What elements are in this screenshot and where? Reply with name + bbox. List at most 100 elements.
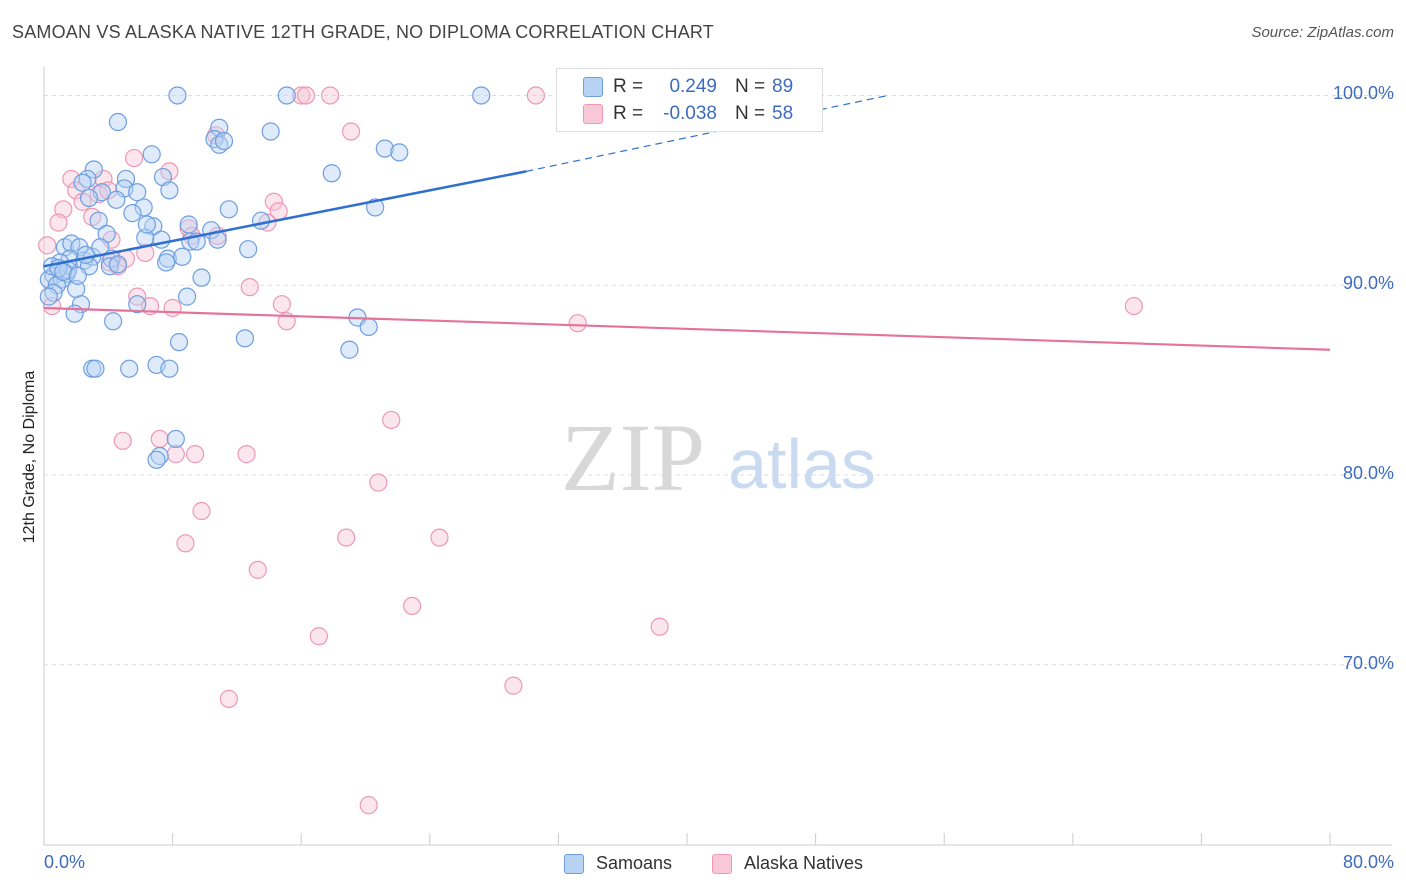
watermark: ZIP atlas bbox=[561, 404, 876, 511]
alaska-natives-point bbox=[150, 429, 169, 449]
alaska-natives-point bbox=[166, 445, 185, 464]
samoans-point bbox=[168, 86, 187, 105]
alaska-natives-point bbox=[359, 796, 378, 815]
alaska-natives-point bbox=[49, 213, 68, 232]
samoans-point bbox=[179, 215, 198, 234]
alaska-natives-point bbox=[136, 243, 155, 263]
alaska-natives-point bbox=[568, 314, 587, 333]
samoans-point bbox=[123, 204, 142, 223]
alaska-natives-point bbox=[219, 689, 238, 708]
samoans-point bbox=[89, 211, 108, 230]
samoans-point bbox=[219, 200, 238, 219]
legend: Samoans Alaska Natives bbox=[0, 851, 1406, 877]
alaska-natives-point bbox=[309, 627, 328, 646]
axes bbox=[43, 67, 1392, 846]
samoans-point bbox=[277, 86, 296, 105]
alaska-natives-point bbox=[124, 148, 144, 168]
alaska-natives-point bbox=[62, 169, 81, 189]
alaska-natives-point bbox=[430, 528, 449, 547]
samoans-point bbox=[120, 359, 139, 378]
samoans-point bbox=[166, 429, 185, 449]
alaska-natives-point bbox=[403, 596, 422, 616]
samoans-point bbox=[79, 188, 99, 208]
alaska-natives-point bbox=[1124, 296, 1143, 316]
samoans-point bbox=[68, 266, 87, 285]
alaska-natives-point bbox=[382, 410, 401, 430]
stats-box: R = 0.249 N = 89 R = -0.038 N = 58 bbox=[556, 68, 823, 132]
samoans-point bbox=[239, 240, 258, 259]
samoans-point bbox=[359, 317, 378, 337]
samoans-point bbox=[84, 160, 103, 179]
stats-row-alaska: R = -0.038 N = 58 bbox=[557, 102, 822, 128]
samoans-point bbox=[390, 143, 409, 162]
alaska-n-value: 58 bbox=[772, 103, 794, 124]
samoans-trend-line bbox=[43, 170, 527, 268]
legend-samoans-label: Samoans bbox=[596, 853, 673, 873]
samoans-point bbox=[251, 211, 271, 230]
samoans-point bbox=[192, 268, 211, 287]
alaska-natives-point bbox=[186, 445, 205, 464]
samoans-point bbox=[128, 295, 147, 314]
chart-title: SAMOAN VS ALASKA NATIVE 12TH GRADE, NO D… bbox=[12, 22, 714, 42]
alaska-natives-point bbox=[163, 298, 182, 318]
alaska-natives-point bbox=[176, 534, 195, 553]
alaska-natives-point bbox=[192, 501, 211, 521]
alaska-natives-point bbox=[337, 528, 356, 547]
alaska-natives-point bbox=[292, 86, 311, 105]
source-label: Source: ZipAtlas.com bbox=[1251, 24, 1394, 41]
samoans-point bbox=[173, 247, 192, 266]
samoans-point bbox=[39, 287, 58, 306]
y-tick-label: 90.0% bbox=[1342, 273, 1394, 294]
alaska-r-label: R = bbox=[613, 103, 644, 124]
samoans-point bbox=[157, 253, 176, 272]
alaska-natives-point bbox=[38, 236, 57, 255]
grid-lines bbox=[44, 94, 1392, 666]
alaska-natives-point bbox=[264, 192, 283, 211]
alaska-natives-point bbox=[369, 473, 388, 492]
alaska-natives-point bbox=[504, 676, 523, 695]
legend-alaska-swatch bbox=[712, 854, 732, 874]
alaska-natives-point bbox=[128, 287, 147, 306]
samoans-point bbox=[142, 145, 161, 164]
alaska-natives-trend-line bbox=[43, 306, 1331, 351]
y-axis-label: 12th Grade, No Diploma bbox=[21, 370, 38, 544]
samoans-point bbox=[108, 112, 128, 132]
alaska-natives-point bbox=[650, 617, 669, 636]
samoans-point bbox=[375, 139, 394, 158]
samoans-point bbox=[86, 359, 105, 378]
legend-alaska-label: Alaska Natives bbox=[744, 853, 864, 873]
alaska-natives-point bbox=[42, 296, 62, 316]
samoans-point bbox=[235, 329, 255, 348]
samoans-point bbox=[160, 181, 179, 200]
samoans-r-value: 0.249 bbox=[669, 76, 717, 97]
samoans-n-value: 89 bbox=[772, 76, 794, 97]
samoans-point bbox=[472, 86, 491, 105]
x-tick-label-max: 80.0% bbox=[1342, 852, 1394, 872]
samoans-point bbox=[261, 122, 280, 141]
samoans-point bbox=[107, 190, 126, 209]
samoans-point bbox=[160, 359, 179, 378]
watermark-zip: ZIP bbox=[561, 404, 705, 511]
y-tick-label: 100.0% bbox=[1332, 83, 1394, 104]
samoans-trend-extension bbox=[526, 94, 889, 172]
y-tick-label: 70.0% bbox=[1342, 652, 1394, 673]
samoans-points bbox=[39, 86, 491, 469]
alaska-natives-point bbox=[321, 86, 340, 105]
alaska-natives-point bbox=[296, 86, 316, 105]
samoans-point bbox=[128, 183, 147, 202]
legend-samoans-swatch bbox=[564, 854, 584, 874]
alaska-natives-point bbox=[240, 278, 259, 297]
samoans-r-label: R = bbox=[613, 76, 644, 97]
alaska-natives-point bbox=[89, 185, 108, 204]
alaska-natives-point bbox=[113, 431, 132, 450]
alaska-swatch bbox=[583, 104, 603, 124]
watermark-atlas: atlas bbox=[728, 425, 876, 503]
samoans-point bbox=[108, 255, 128, 274]
samoans-point bbox=[169, 333, 189, 352]
alaska-natives-point bbox=[237, 445, 256, 464]
alaska-n-label: N = bbox=[735, 103, 766, 124]
stats-row-samoans: R = 0.249 N = 89 bbox=[557, 75, 822, 101]
y-tick-label: 80.0% bbox=[1342, 462, 1394, 483]
alaska-natives-point bbox=[526, 86, 545, 105]
